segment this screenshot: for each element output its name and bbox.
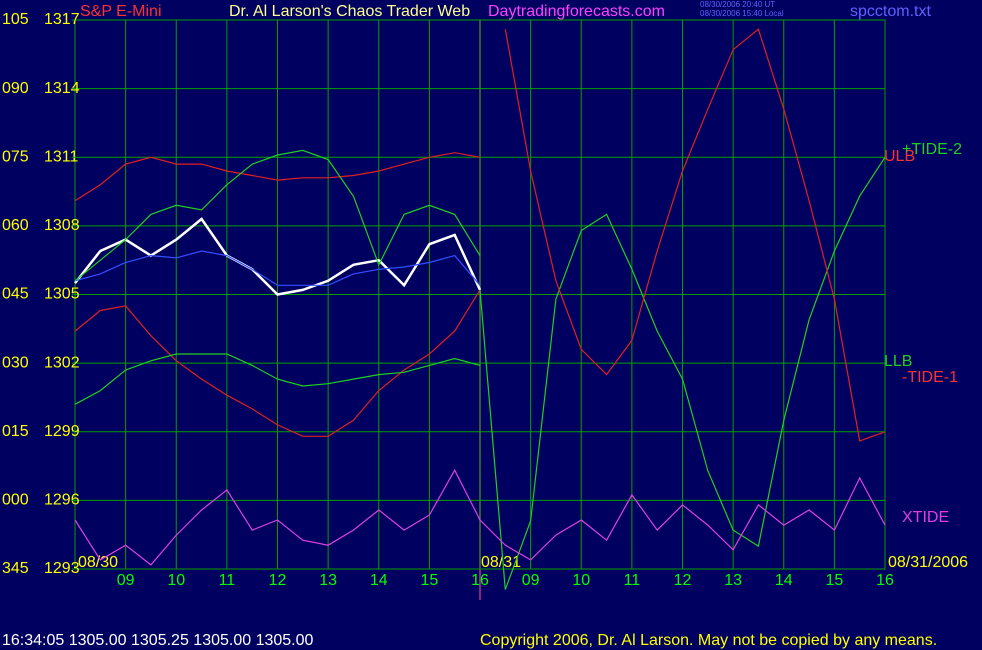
series-label: +TIDE-2: [902, 141, 962, 158]
timestamp-ut: 08/30/2006 20:40 UT: [700, 0, 775, 9]
ulb-label: ULB: [884, 148, 915, 165]
x-tick-label: 11: [219, 572, 236, 589]
y-tick-label: 1293: [44, 560, 80, 577]
x-tick-label: 16: [876, 572, 894, 589]
chart-subtitle: S&P E-Mini: [80, 3, 162, 20]
series-line: [74, 353, 481, 405]
x-tick-label: 13: [319, 572, 337, 589]
series-line: [74, 289, 481, 437]
series-label: XTIDE: [902, 509, 949, 526]
x-tick-label: 16: [471, 572, 489, 589]
x-tick-label: 11: [624, 572, 641, 589]
y2-tick-label: 030: [2, 354, 29, 371]
x-tick-label: 13: [724, 572, 742, 589]
series-line: [504, 28, 886, 442]
y2-tick-label: 060: [2, 217, 29, 234]
series-line: [74, 250, 481, 286]
y-tick-label: 1314: [44, 80, 80, 97]
y2-tick-label: 345: [2, 560, 29, 577]
x-tick-label: 12: [674, 572, 692, 589]
y-tick-label: 1299: [44, 423, 80, 440]
x-tick-label: 15: [825, 572, 843, 589]
y-tick-label: 1317: [44, 11, 80, 28]
date-label: 08/31/2006: [888, 554, 968, 571]
y-tick-label: 1308: [44, 217, 80, 234]
x-tick-label: 12: [269, 572, 287, 589]
y-tick-label: 1311: [44, 148, 79, 165]
series-line: [479, 156, 886, 590]
file-name: spcctom.txt: [850, 3, 931, 20]
series-line: [74, 152, 481, 202]
x-tick-label: 10: [167, 572, 185, 589]
series-line: [74, 468, 886, 566]
date-label: 08/31: [481, 554, 521, 571]
x-tick-label: 14: [370, 572, 388, 589]
x-tick-label: 09: [117, 572, 135, 589]
series-line: [74, 149, 481, 282]
y2-tick-label: 090: [2, 80, 29, 97]
x-tick-label: 14: [775, 572, 793, 589]
y2-tick-label: 015: [2, 423, 29, 440]
timestamp-local: 08/30/2006 15:40 Local: [700, 9, 784, 18]
y-tick-label: 1305: [44, 286, 80, 303]
status-line: 16:34:05 1305.00 1305.25 1305.00 1305.00: [2, 632, 314, 649]
y2-tick-label: 105: [2, 11, 29, 28]
y-tick-label: 1302: [44, 354, 80, 371]
date-label: 08/30: [78, 554, 118, 571]
y2-tick-label: 000: [2, 492, 29, 509]
series-line: [74, 217, 482, 296]
series-label: -TIDE-1: [902, 369, 958, 386]
chart-title: Dr. Al Larson's Chaos Trader Web: [229, 3, 470, 20]
copyright: Copyright 2006, Dr. Al Larson. May not b…: [480, 632, 937, 649]
site-name: Daytradingforecasts.com: [488, 3, 665, 20]
y2-tick-label: 075: [2, 148, 29, 165]
y-tick-label: 1296: [44, 492, 80, 509]
llb-label: LLB: [884, 353, 912, 370]
y2-tick-label: 045: [2, 286, 29, 303]
x-tick-label: 15: [420, 572, 438, 589]
x-tick-label: 10: [572, 572, 590, 589]
x-tick-label: 09: [522, 572, 540, 589]
